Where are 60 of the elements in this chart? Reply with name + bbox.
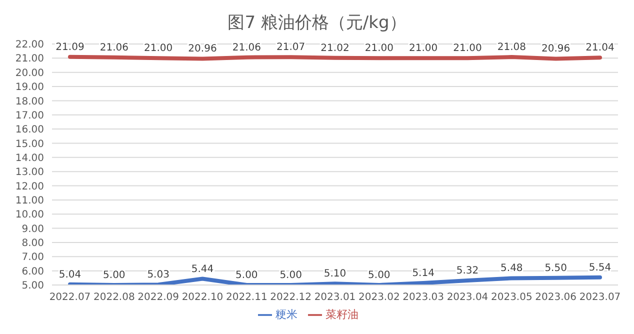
data-label: 5.54: [588, 262, 612, 274]
data-label: 5.32: [456, 265, 479, 276]
y-tick-label: 11.00: [15, 195, 44, 206]
data-label: 20.96: [188, 44, 217, 55]
data-label: 5.10: [324, 268, 346, 280]
data-label: 5.00: [103, 270, 126, 281]
data-label: 21.00: [144, 43, 173, 54]
x-tick-label: 2022.11: [226, 292, 268, 304]
x-tick-label: 2022.07: [49, 292, 91, 304]
data-label: 21.06: [100, 42, 128, 54]
data-label: 5.14: [412, 268, 434, 280]
x-tick-label: 2023.07: [579, 292, 621, 304]
data-label: 21.00: [364, 43, 394, 54]
chart-title: 图7 粮油价格（元/kg）: [226, 12, 408, 35]
data-label: 5.50: [544, 262, 567, 274]
y-tick-label: 14.00: [15, 152, 44, 164]
data-label: 5.00: [280, 270, 302, 281]
y-tick-label: 6.00: [22, 266, 44, 278]
x-tick-label: 2022.10: [182, 292, 224, 304]
data-label: 21.00: [409, 43, 438, 54]
data-label: 21.04: [586, 42, 614, 54]
data-label: 5.48: [500, 263, 523, 274]
y-tick-label: 13.00: [15, 167, 44, 178]
data-label: 5.44: [191, 264, 214, 275]
y-tick-label: 8.00: [22, 238, 44, 250]
y-tick-label: 20.00: [15, 68, 44, 79]
data-label: 5.04: [58, 269, 82, 280]
data-label: 5.00: [368, 270, 390, 281]
x-tick-label: 2023.05: [490, 292, 532, 304]
x-tick-label: 2022.09: [138, 292, 180, 304]
y-tick-label: 7.00: [22, 252, 44, 264]
data-label: 21.06: [232, 42, 261, 54]
x-tick-label: 2022.08: [93, 292, 135, 304]
data-label: 21.02: [320, 42, 350, 54]
x-tick-label: 2023.01: [314, 292, 356, 304]
data-label: 21.07: [276, 42, 306, 54]
y-tick-label: 21.00: [15, 54, 44, 65]
y-tick-label: 18.00: [15, 96, 44, 108]
legend-label: 粳米: [276, 308, 298, 321]
x-tick-label: 2023.03: [402, 292, 444, 304]
y-tick-label: 9.00: [22, 224, 44, 235]
data-label: 20.96: [542, 44, 570, 55]
data-label: 5.03: [147, 270, 170, 281]
x-tick-label: 2022.12: [270, 292, 312, 304]
data-label: 21.09: [56, 42, 84, 53]
x-tick-label: 2023.02: [358, 292, 400, 304]
data-label: 21.00: [453, 43, 482, 54]
y-tick-label: 10.00: [15, 210, 44, 221]
y-tick-label: 12.00: [15, 181, 44, 192]
y-tick-label: 15.00: [15, 138, 44, 150]
x-tick-label: 2023.06: [535, 292, 577, 304]
data-label: 5.00: [236, 270, 258, 281]
y-tick-label: 19.00: [15, 82, 44, 94]
y-tick-label: 5.00: [22, 280, 44, 292]
y-tick-label: 17.00: [15, 110, 44, 122]
x-tick-label: 2023.04: [446, 292, 488, 304]
y-tick-label: 22.00: [15, 40, 44, 51]
legend-label: 菜籽油: [326, 308, 358, 321]
data-label: 21.08: [497, 42, 526, 54]
y-tick-label: 16.00: [15, 124, 44, 136]
